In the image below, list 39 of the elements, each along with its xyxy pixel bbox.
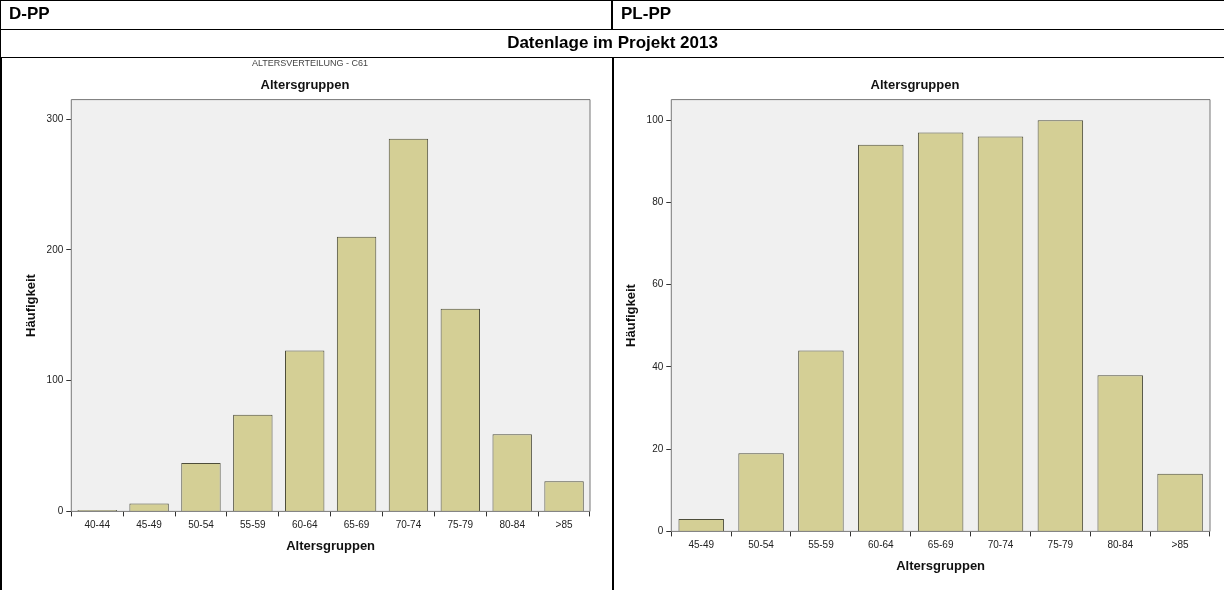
text: Datenlage im Projekt 2013 xyxy=(507,33,718,52)
x-tick-label: >85 xyxy=(1171,539,1189,551)
x-tick-label: 60-64 xyxy=(868,539,895,551)
chart-title: Altersgruppen xyxy=(260,77,350,93)
y-tick-label: 200 xyxy=(46,243,64,255)
y-tick-label: 80 xyxy=(652,196,664,208)
x-tick-label: 80-84 xyxy=(499,519,526,531)
y-tick-label: 0 xyxy=(57,505,64,517)
x-tick-label: 60-64 xyxy=(291,519,318,531)
x-tick-label: 50-54 xyxy=(748,539,775,551)
x-tick-label: 45-49 xyxy=(688,539,715,551)
x-axis-title: Altersgruppen xyxy=(286,537,376,553)
x-tick-label: 75-79 xyxy=(1047,539,1074,551)
x-tick-label: 40-44 xyxy=(84,519,111,531)
x-tick-label: >85 xyxy=(555,519,573,531)
x-tick-label: 65-69 xyxy=(343,519,370,531)
y-tick-label: 300 xyxy=(46,112,64,124)
y-tick-label: 60 xyxy=(652,278,664,290)
x-tick-label: 55-59 xyxy=(240,519,267,531)
chart-subtitle: ALTERSVERTEILUNG - C61 xyxy=(251,58,369,68)
x-tick-label: 45-49 xyxy=(136,519,163,531)
y-tick-label: 40 xyxy=(652,360,664,372)
x-tick-label: 50-54 xyxy=(188,519,215,531)
y-tick-label: 100 xyxy=(646,113,664,125)
y-tick-label: 100 xyxy=(46,374,64,386)
x-tick-label: 70-74 xyxy=(395,519,422,531)
text: PL-PP xyxy=(621,4,672,23)
y-axis-title: Häufigkeit xyxy=(23,273,39,337)
x-tick-label: 75-79 xyxy=(447,519,474,531)
chart-title: Altersgruppen xyxy=(870,77,960,93)
x-axis-title: Altersgruppen xyxy=(896,557,986,573)
y-tick-label: 20 xyxy=(652,442,664,454)
x-tick-label: 55-59 xyxy=(808,539,835,551)
text: D-PP xyxy=(9,4,50,23)
y-tick-label: 0 xyxy=(657,525,664,537)
x-tick-label: 65-69 xyxy=(927,539,954,551)
x-tick-label: 70-74 xyxy=(987,539,1014,551)
x-tick-label: 80-84 xyxy=(1107,539,1134,551)
y-axis-title: Häufigkeit xyxy=(623,283,639,347)
